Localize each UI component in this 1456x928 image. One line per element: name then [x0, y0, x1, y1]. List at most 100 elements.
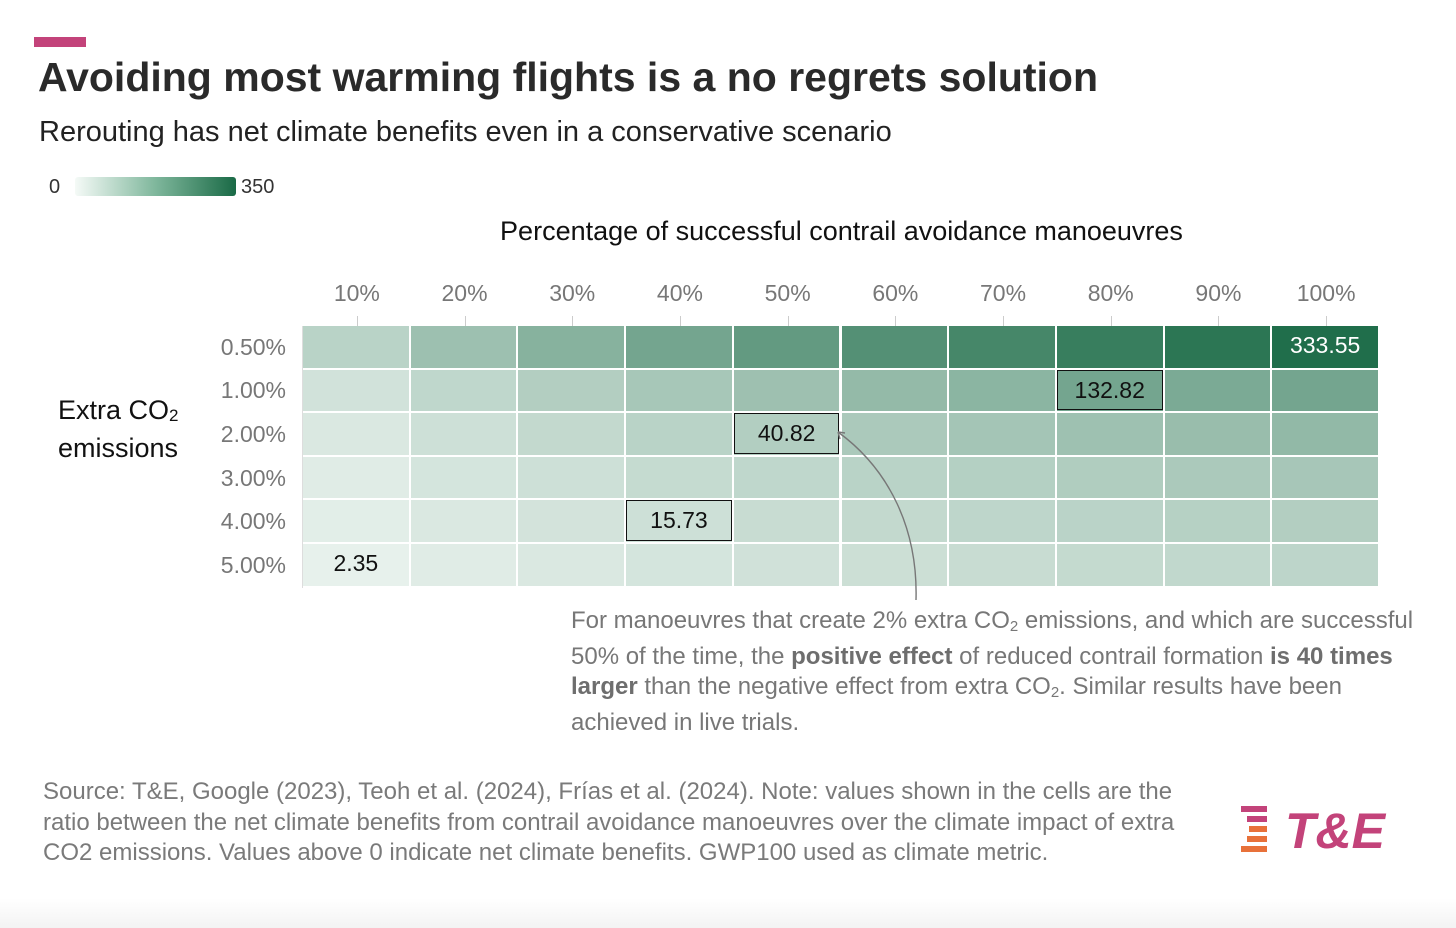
heatmap-cell [410, 326, 517, 368]
heatmap-cell [626, 369, 732, 412]
heatmap-cell [626, 500, 732, 542]
heatmap-cell [626, 326, 732, 368]
heatmap-cell [841, 326, 948, 368]
heatmap-cell [518, 369, 625, 412]
heatmap-cell [949, 500, 1055, 542]
y-tick-label: 5.00% [220, 551, 286, 578]
legend-max-label: 350 [241, 176, 275, 198]
heatmap-cell [841, 413, 948, 455]
heatmap-cell [949, 456, 1055, 499]
x-tick-label: 90% [1195, 280, 1242, 306]
x-tick-mark [1218, 316, 1219, 326]
heatmap-cell [1056, 369, 1163, 412]
heatmap-cell [733, 456, 840, 499]
chart-subtitle: Rerouting has net climate benefits even … [39, 116, 892, 148]
heatmap-cell [733, 500, 840, 542]
x-tick-label: 100% [1296, 280, 1356, 306]
annotation-text: For manoeuvres that create 2% extra CO2 … [571, 606, 1431, 738]
x-tick-label: 10% [333, 280, 380, 306]
heatmap-cell [626, 544, 732, 586]
y-axis-title: Extra CO2 emissions [58, 394, 179, 465]
heatmap-cell [1056, 413, 1163, 455]
heatmap-cell [518, 326, 625, 368]
cell-value-label: 40.82 [733, 413, 840, 454]
heatmap-cell [949, 413, 1055, 455]
heatmap-cell [410, 413, 517, 455]
heatmap-cell [841, 544, 948, 586]
heatmap-cell [1164, 326, 1271, 368]
heatmap-cell [626, 456, 732, 499]
legend-min-label: 0 [49, 176, 61, 198]
y-tick-label: 2.00% [220, 421, 286, 447]
heatmap-cell [949, 369, 1055, 412]
x-tick-mark [1003, 316, 1004, 326]
heatmap-cell [1056, 326, 1163, 368]
heatmap-cell [626, 413, 732, 455]
heatmap-cell [1272, 326, 1378, 368]
x-tick-label: 40% [656, 280, 703, 306]
heatmap-cell [1272, 544, 1378, 586]
annotation-part: emissions, and which are successful 50% … [571, 607, 1414, 670]
x-tick-label: 80% [1087, 280, 1134, 306]
annotation-part: than the negative effect from extra CO [637, 673, 1051, 700]
y-axis-title-line1: Extra CO [58, 395, 170, 425]
heatmap-cell [518, 456, 625, 499]
heatmap-cell [303, 326, 409, 368]
cell-value-label: 333.55 [1289, 332, 1361, 358]
x-tick-mark [357, 316, 358, 326]
annotation-subscript: 2 [1050, 684, 1060, 701]
cell-value-label: 132.82 [1056, 369, 1163, 411]
x-tick-label: 20% [441, 280, 488, 306]
heatmap-cell [303, 456, 409, 499]
heatmap-cell [733, 326, 840, 368]
source-note: Source: T&E, Google (2023), Teoh et al. … [43, 778, 1175, 866]
y-axis-title-subscript: 2 [169, 406, 179, 425]
cell-value-label: 2.35 [333, 550, 379, 576]
x-tick-label: 50% [764, 280, 811, 306]
logo-stripes-icon [1241, 806, 1267, 852]
x-tick-mark [465, 316, 466, 326]
heatmap-cell [410, 369, 517, 412]
heatmap-cell [1272, 413, 1378, 455]
annotation-bold: positive effect [791, 643, 953, 670]
heatmap-cell [1056, 500, 1163, 542]
heatmap-cell [410, 500, 517, 542]
heatmap-cell [303, 500, 409, 542]
heatmap-cell [410, 456, 517, 499]
x-tick-mark [788, 316, 789, 326]
x-tick-mark [572, 316, 573, 326]
heatmap-cell [1164, 413, 1271, 455]
heatmap-cell [733, 413, 840, 455]
heatmap-cell [518, 413, 625, 455]
heatmap-cell [303, 544, 409, 586]
heatmap-cell [949, 326, 1055, 368]
heatmap-cell [303, 369, 409, 412]
annotation-part: For manoeuvres that create 2% extra CO [571, 607, 1010, 634]
heatmap-cell [733, 544, 840, 586]
x-tick-mark [680, 316, 681, 326]
heatmap-cell [303, 413, 409, 455]
x-axis-title: Percentage of successful contrail avoida… [500, 216, 1183, 246]
accent-bar [34, 37, 86, 47]
te-logo: T&E [1241, 803, 1387, 856]
x-tick-label: 30% [549, 280, 596, 306]
heatmap-cell [1056, 544, 1163, 586]
annotation-bold: is 40 times larger [571, 643, 1393, 700]
heatmap-cell [1164, 456, 1271, 499]
y-tick-label: 4.00% [220, 508, 286, 535]
heatmap-cell [1164, 500, 1271, 542]
logo-text: T&E [1285, 803, 1387, 856]
chart-title: Avoiding most warming flights is a no re… [38, 54, 1099, 100]
heatmap-cell [1272, 369, 1378, 412]
heatmap-cell [1164, 544, 1271, 586]
heatmap-cell [1272, 500, 1378, 542]
heatmap-cell [733, 369, 840, 412]
heatmap-cell [841, 500, 948, 542]
annotation-part: of reduced contrail formation [952, 643, 1271, 670]
x-tick-mark [1326, 316, 1327, 326]
heatmap-cell [1164, 369, 1271, 412]
y-tick-label: 1.00% [220, 377, 286, 404]
x-tick-mark [1111, 316, 1112, 326]
cell-value-label: 15.73 [626, 500, 732, 541]
annotation-subscript: 2 [1009, 618, 1019, 635]
